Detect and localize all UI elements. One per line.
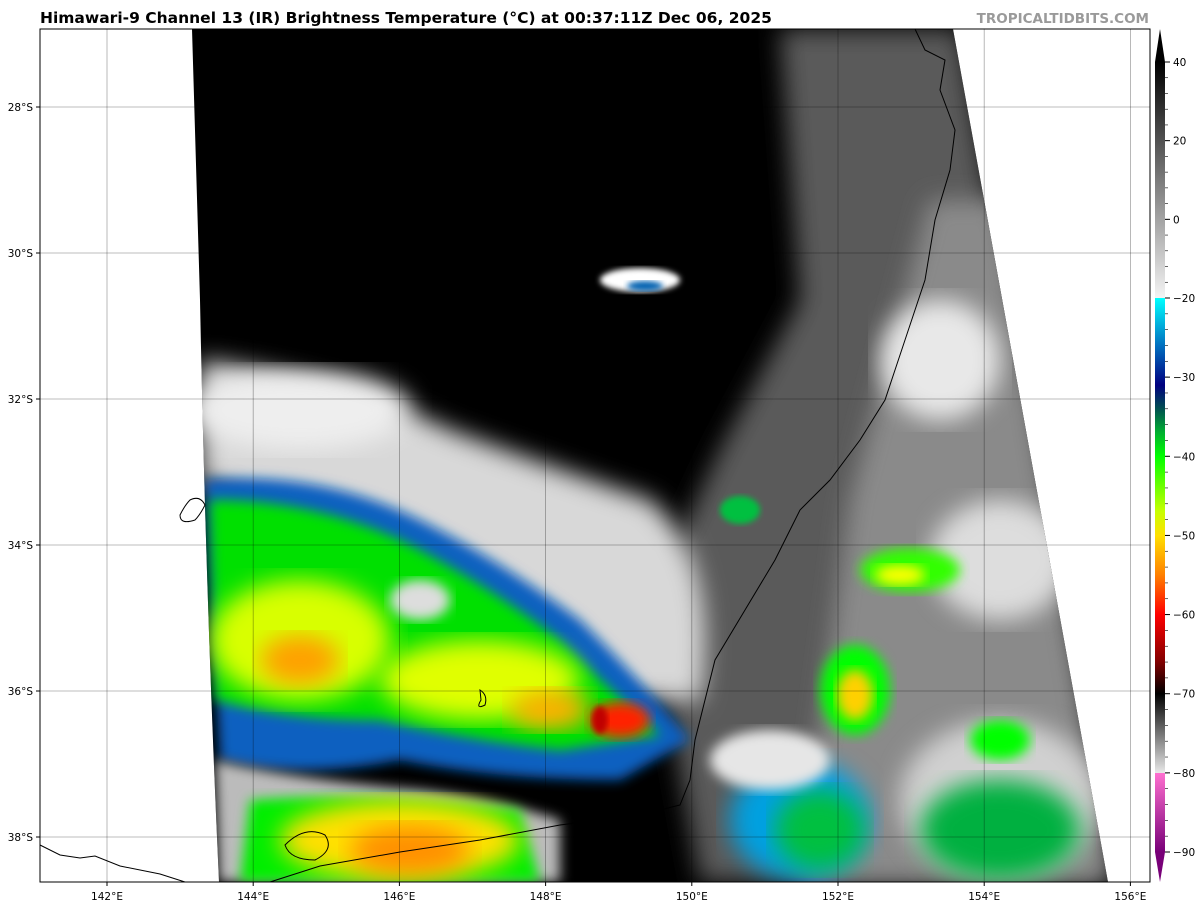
gridlines bbox=[40, 29, 1150, 882]
colorbar-label: 40 bbox=[1173, 57, 1186, 69]
lat-label: 30°S bbox=[8, 248, 34, 260]
coastline bbox=[39, 28, 956, 883]
lon-label: 156°E bbox=[1114, 891, 1146, 903]
colorbar-label: 20 bbox=[1173, 136, 1186, 148]
colorbar-label: 0 bbox=[1173, 214, 1180, 226]
colorbar-min-arrow bbox=[1155, 852, 1165, 882]
colorbar-label: −70 bbox=[1173, 689, 1195, 701]
colorbar-label: −60 bbox=[1173, 610, 1195, 622]
lat-label: 36°S bbox=[8, 686, 34, 698]
lat-label: 28°S bbox=[8, 102, 34, 114]
colorbar-label: −50 bbox=[1173, 530, 1195, 542]
lon-label: 146°E bbox=[383, 891, 415, 903]
colorbar-label: −20 bbox=[1173, 293, 1195, 305]
colorbar-bar bbox=[1155, 62, 1165, 852]
lon-label: 150°E bbox=[676, 891, 708, 903]
colorbar-label: −30 bbox=[1173, 372, 1195, 384]
colorbar-label: −40 bbox=[1173, 451, 1195, 463]
lat-label: 34°S bbox=[8, 540, 34, 552]
map-frame bbox=[39, 28, 1151, 883]
lat-label: 32°S bbox=[8, 394, 34, 406]
lon-label: 154°E bbox=[968, 891, 1000, 903]
colorbar: 40 20 0 −20 −30 −40 −50 −60 −70 −80 −90 bbox=[1155, 29, 1195, 882]
watermark: TROPICALTIDBITS.COM bbox=[976, 11, 1149, 27]
lat-label: 38°S bbox=[8, 832, 34, 844]
lon-label: 152°E bbox=[822, 891, 854, 903]
colorbar-label: −90 bbox=[1173, 847, 1195, 859]
colorbar-max-arrow bbox=[1155, 29, 1165, 62]
lon-label: 144°E bbox=[237, 891, 269, 903]
colorbar-label: −80 bbox=[1173, 768, 1195, 780]
lon-label: 142°E bbox=[91, 891, 123, 903]
map-title: Himawari-9 Channel 13 (IR) Brightness Te… bbox=[40, 9, 772, 27]
lon-label: 148°E bbox=[530, 891, 562, 903]
